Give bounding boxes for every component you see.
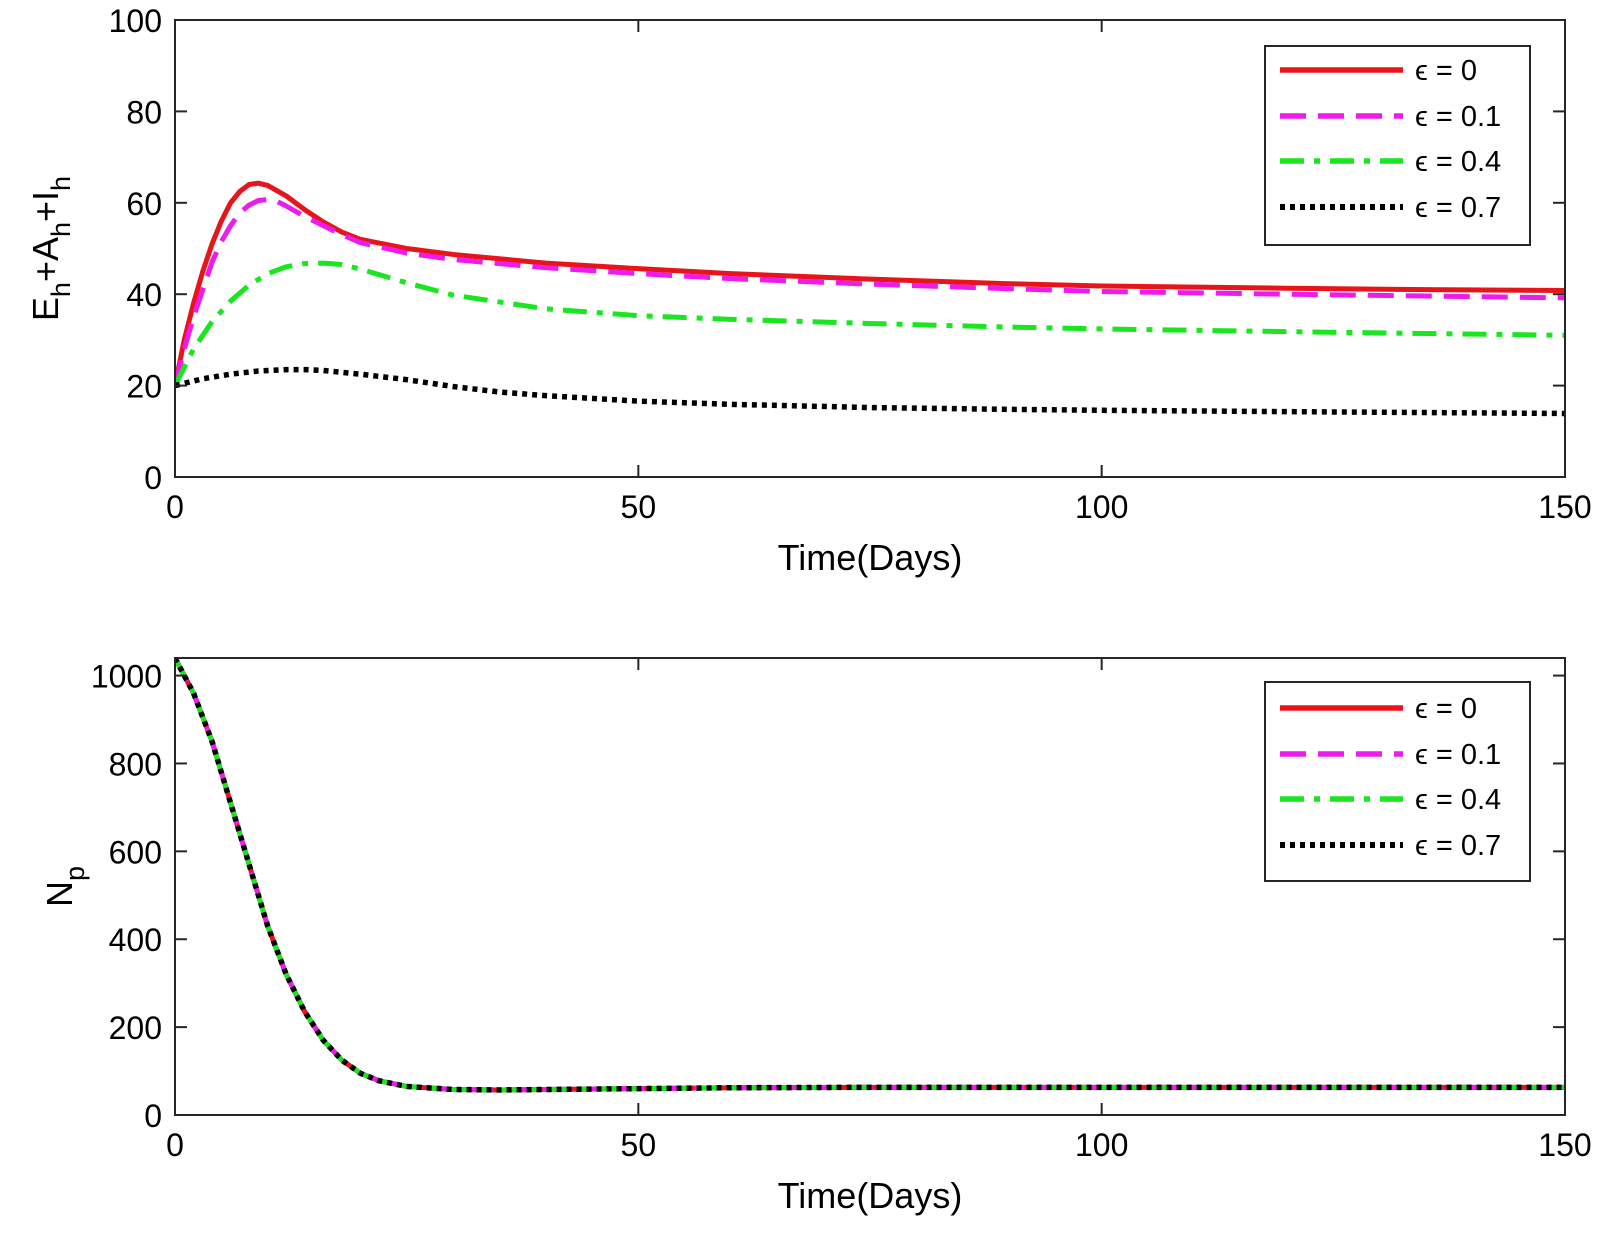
y-tick-label: 400	[109, 922, 162, 958]
y-axis-label: Np	[39, 866, 90, 907]
series-line-dotted	[175, 658, 1565, 1093]
legend-label: ϵ = 0.4	[1415, 146, 1501, 178]
series-line-dotted	[175, 366, 1565, 417]
legend-label: ϵ = 0	[1415, 55, 1477, 87]
series-group	[175, 180, 1565, 417]
y-axis-label-subscript: p	[60, 866, 90, 881]
x-tick-label: 100	[1075, 489, 1128, 525]
x-tick-label: 150	[1538, 1127, 1591, 1163]
y-tick-label: 60	[126, 186, 162, 222]
y-tick-label: 0	[144, 460, 162, 496]
series-line-dashdot	[175, 260, 1565, 387]
y-tick-label: 1000	[91, 659, 162, 695]
legend-box	[1264, 45, 1531, 246]
y-tick-label: 0	[144, 1098, 162, 1134]
x-tick-label: 150	[1538, 489, 1591, 525]
legend-box	[1264, 681, 1531, 882]
x-tick-label: 50	[621, 1127, 657, 1163]
axes-frame	[174, 657, 1566, 1116]
x-tick-label: 50	[621, 489, 657, 525]
x-tick-label: 0	[166, 489, 184, 525]
legend: ϵ = 0 ϵ = 0.1 ϵ = 0.4 ϵ = 0.7	[1264, 45, 1531, 246]
y-axis-label-subscript: h	[46, 176, 76, 191]
y-axis-label-part: N	[39, 881, 80, 907]
legend-label: ϵ = 0.7	[1415, 830, 1501, 862]
legend-label: ϵ = 0.1	[1415, 739, 1501, 771]
series-group	[175, 658, 1565, 1093]
y-axis-label-part: +A	[25, 237, 66, 282]
legend-label: ϵ = 0.1	[1415, 101, 1501, 133]
y-axis-label-subscript: h	[46, 282, 76, 297]
plot-panel-top: 0 50 100 150020406080100Time(Days)Eh+Ah+Ihϵ…	[25, 3, 1592, 578]
axes-frame	[174, 19, 1566, 478]
x-tick-label: 0	[166, 1127, 184, 1163]
legend-label: ϵ = 0.4	[1415, 784, 1501, 816]
series-line-dashed	[175, 197, 1565, 387]
y-tick-label: 800	[109, 746, 162, 782]
y-tick-label: 100	[109, 3, 162, 39]
y-tick-label: 600	[109, 834, 162, 870]
legend-label: ϵ = 0	[1415, 693, 1477, 725]
y-tick-label: 200	[109, 1010, 162, 1046]
legend-label: ϵ = 0.7	[1415, 192, 1501, 224]
plot-panel-bottom: 0 50 100 150 0 200 400 600 800 1000 Time(Days) Np ϵ …	[39, 657, 1592, 1216]
x-tick-label: 100	[1075, 1127, 1128, 1163]
legend: ϵ = 0 ϵ = 0.1 ϵ = 0.4 ϵ = 0.7	[1264, 681, 1531, 882]
x-axis-label: Time(Days)	[778, 1175, 963, 1216]
y-axis-label-part: +I	[25, 191, 66, 222]
y-tick-label: 20	[126, 369, 162, 405]
y-axis-label: Eh+Ah+Ih	[25, 176, 76, 321]
y-axis-label-subscript: h	[46, 222, 76, 237]
y-axis-label-part: E	[25, 297, 66, 321]
y-tick-label: 80	[126, 94, 162, 130]
y-tick-label: 40	[126, 277, 162, 313]
series-line-solid	[175, 180, 1565, 387]
x-axis-label: Time(Days)	[778, 537, 963, 578]
